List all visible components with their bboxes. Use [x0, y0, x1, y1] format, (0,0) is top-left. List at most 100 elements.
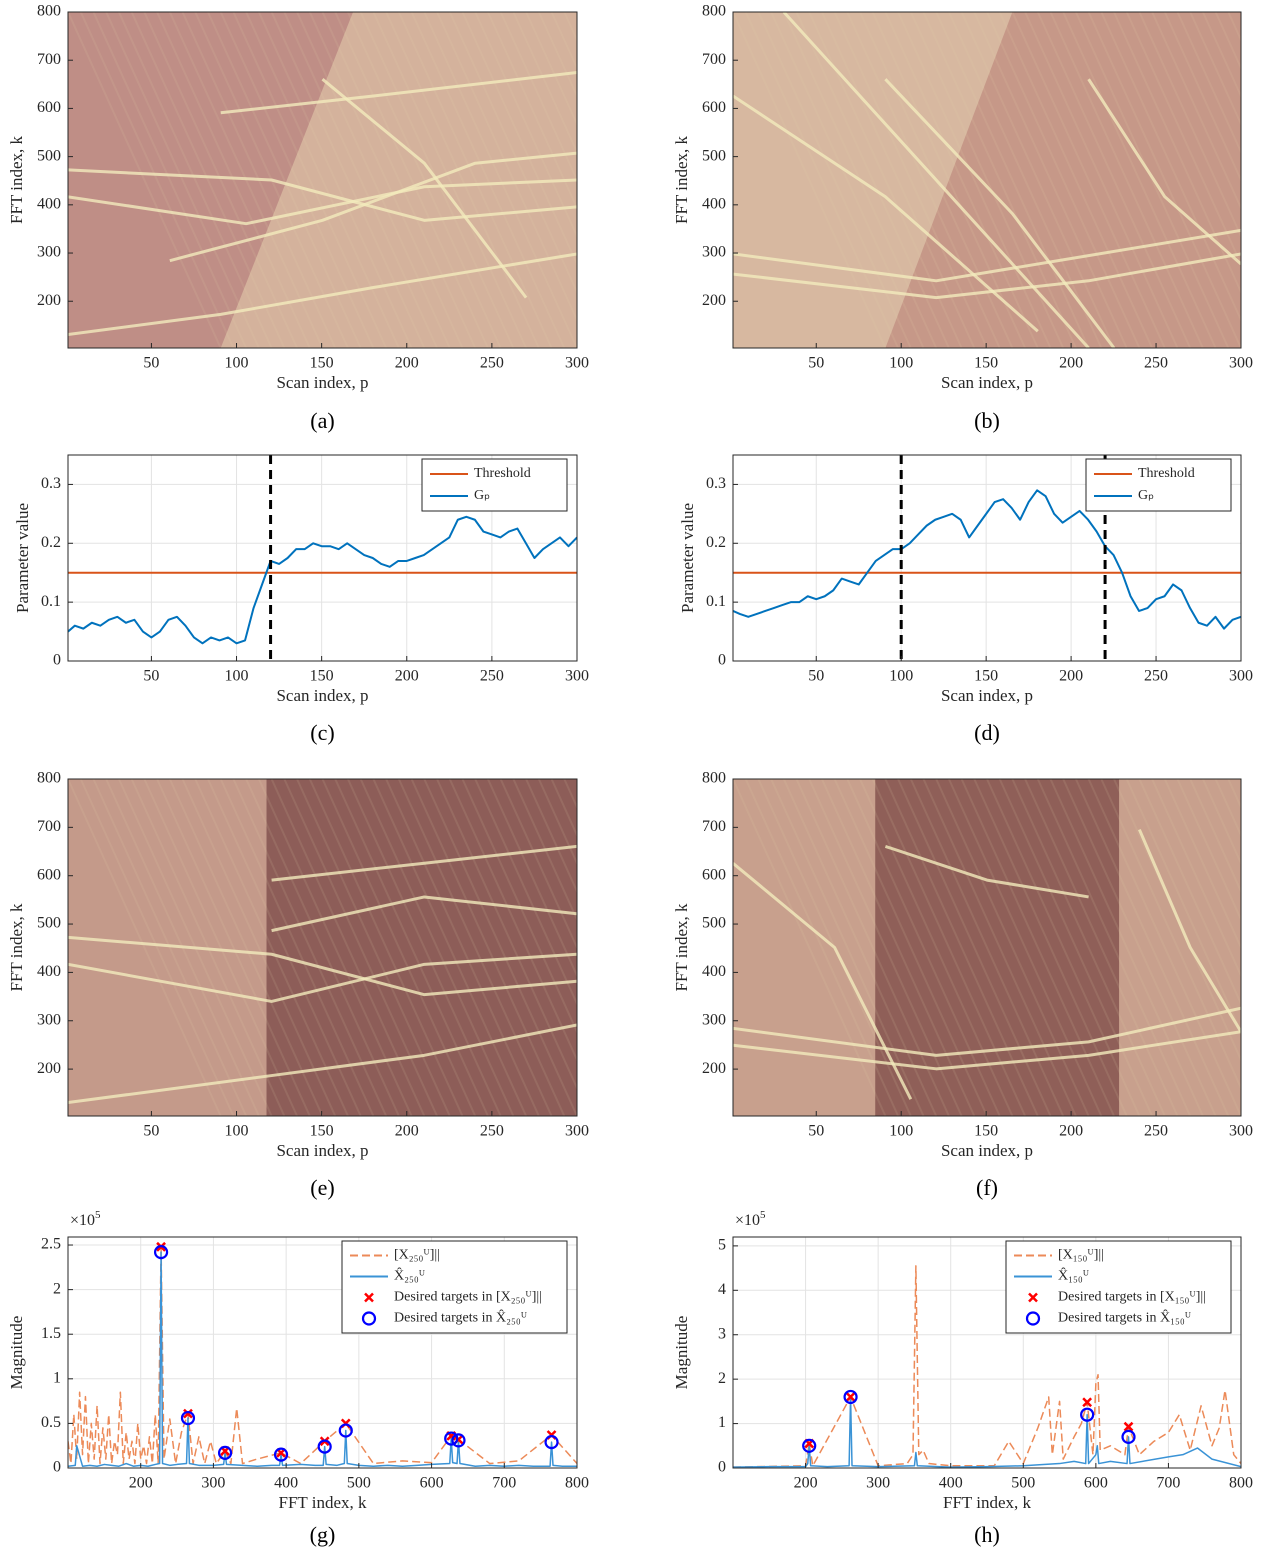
y-tick-label: 600	[37, 866, 61, 883]
caption: (h)	[974, 1522, 1000, 1547]
y-tick-label: 1.5	[41, 1325, 61, 1342]
panel: 200 300 400 500 600 700 800 0 1 2 3 4 5 [X₁₅₀ᵁ]|| X̂₁₅…	[672, 1209, 1253, 1548]
x-tick-label: 200	[395, 355, 419, 372]
image-texture	[296, 779, 451, 1116]
image-texture	[79, 779, 235, 1116]
target-cross	[1123, 1421, 1134, 1432]
y-tick-label: 500	[37, 915, 61, 932]
plot-area	[733, 455, 1241, 661]
image-texture	[270, 12, 426, 348]
y-tick-label: 3	[718, 1325, 726, 1342]
image-texture	[947, 12, 1103, 348]
image-streak	[884, 78, 1116, 348]
plot-area	[68, 12, 577, 348]
image-texture	[1125, 12, 1241, 267]
x-tick-label: 100	[225, 668, 249, 685]
x-tick-label: 50	[808, 668, 824, 685]
axes-box	[732, 454, 1242, 662]
image-texture	[334, 12, 489, 348]
x-tick-label: 250	[480, 668, 504, 685]
image-texture	[372, 12, 528, 348]
panel: 50 100 150 200 250 300 200 300 400 500 600 700 800 Sc…	[7, 770, 589, 1200]
image-texture	[1036, 779, 1192, 1116]
image-streak	[169, 151, 577, 263]
image-texture	[512, 779, 577, 922]
y-tick-label: 600	[37, 99, 61, 116]
x-tick-label: 150	[310, 668, 334, 685]
image-texture	[884, 12, 1039, 348]
y-tick-label: 800	[37, 3, 61, 20]
y-tick-label: 400	[37, 963, 61, 980]
plot-area	[733, 12, 1241, 348]
y-tick-label: 300	[37, 244, 61, 261]
image-texture	[795, 12, 950, 348]
x-tick-label: 150	[974, 1123, 998, 1140]
image-texture	[1074, 12, 1230, 348]
image-texture	[1100, 12, 1241, 323]
image-texture	[512, 12, 577, 155]
y-multiplier-exponent: 5	[95, 1209, 101, 1221]
image-texture	[1163, 12, 1241, 183]
image-texture	[207, 779, 362, 1116]
image-texture	[1024, 12, 1179, 348]
image-texture	[986, 779, 1141, 1116]
axes-box	[732, 11, 1242, 349]
axes-box	[67, 11, 578, 349]
image-streak	[733, 1030, 1241, 1071]
x-tick-label: 300	[1229, 668, 1253, 685]
x-tick-label: 700	[492, 1475, 516, 1492]
y-tick-label: 1	[53, 1369, 61, 1386]
x-tick-label: 200	[1059, 1123, 1083, 1140]
image-streak	[782, 12, 1090, 348]
image-texture	[947, 779, 1103, 1116]
y-axis-label: FFT index, k	[672, 903, 691, 992]
image-texture	[245, 12, 400, 348]
image-texture	[1151, 12, 1241, 211]
image-streak	[68, 252, 577, 337]
legend-label: Threshold	[474, 466, 531, 481]
target-circle	[153, 1245, 169, 1260]
image-texture	[833, 12, 988, 348]
legend: Threshold Gₚ	[1085, 458, 1232, 512]
caption: (g)	[310, 1522, 336, 1547]
image-texture	[347, 779, 502, 1116]
x-tick-label: 250	[480, 355, 504, 372]
image-streak	[1138, 828, 1241, 1033]
y-tick-label: 0	[718, 1459, 726, 1476]
image-streak	[220, 70, 577, 115]
image-texture	[423, 779, 577, 1116]
legend-label: [X₂₅₀ᵁ]||	[394, 1248, 440, 1263]
image-texture	[359, 779, 515, 1116]
image-streak	[271, 895, 577, 933]
y-tick-label: 500	[37, 147, 61, 164]
image-texture	[143, 779, 298, 1116]
x-tick-label: 200	[395, 1123, 419, 1140]
image-streak	[884, 844, 1089, 899]
x-axis-label: Scan index, p	[276, 373, 368, 392]
image-texture	[283, 779, 438, 1116]
x-axis-label: FFT index, k	[943, 1493, 1032, 1512]
image-texture	[385, 779, 540, 1116]
x-tick-label: 150	[974, 355, 998, 372]
image-texture	[194, 779, 349, 1116]
image-streak	[733, 228, 1241, 283]
image-texture	[1049, 779, 1204, 1116]
image-texture	[1201, 779, 1241, 866]
image-texture	[1113, 12, 1241, 295]
y-tick-label: 0.5	[41, 1414, 61, 1431]
image-streak	[733, 94, 1039, 333]
legend-label: Threshold	[1138, 466, 1195, 481]
image-texture	[308, 12, 464, 348]
target-circle	[1080, 1407, 1095, 1422]
image-texture	[257, 12, 413, 348]
target-circle	[843, 1389, 858, 1405]
image-texture	[156, 779, 311, 1116]
y-axis-label: Magnitude	[7, 1316, 26, 1390]
x-tick-label: 300	[1229, 1123, 1253, 1140]
target-circle	[273, 1447, 289, 1462]
x-tick-label: 600	[1084, 1475, 1108, 1492]
legend-label: Desired targets in X̂₁₅₀ᵁ	[1058, 1309, 1192, 1326]
legend-label: Desired targets in [X₁₅₀ᵁ]||	[1058, 1290, 1206, 1305]
image-texture	[525, 12, 577, 127]
